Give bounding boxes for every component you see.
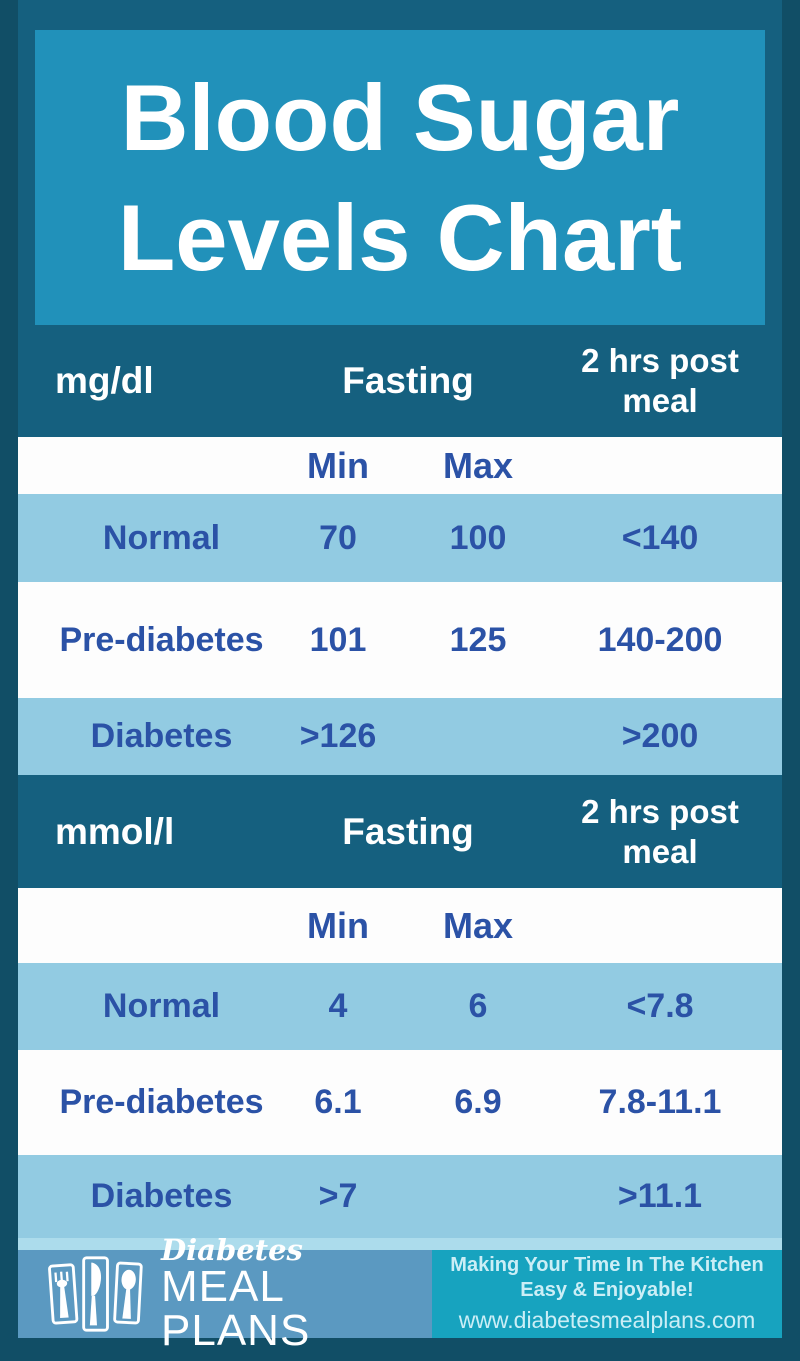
post-meal-header-line1: 2 hrs post <box>581 342 739 379</box>
post-meal-value: <140 <box>621 518 699 557</box>
min-value: >7 <box>318 1177 358 1215</box>
unit-label: mg/dl <box>55 360 154 401</box>
min-column-header: Min <box>307 444 369 486</box>
max-value: 6.9 <box>454 1083 502 1121</box>
min-value: >126 <box>299 717 377 755</box>
post-meal-value: 7.8-11.1 <box>598 1083 722 1121</box>
brand-name: Diabetes MEAL PLANS <box>161 1235 432 1353</box>
table-row-normal: Normal 70 100 <140 <box>18 494 782 582</box>
mgdl-table-header: mg/dl Fasting 2 hrs post meal <box>18 325 782 437</box>
min-max-header-row: Min Max <box>18 437 782 494</box>
row-label: Diabetes <box>90 717 233 755</box>
page-title-line1: Blood Sugar <box>120 64 680 170</box>
table-row-normal: Normal 4 6 <7.8 <box>18 963 782 1050</box>
min-value: 4 <box>328 987 348 1025</box>
row-label: Pre-diabetes <box>59 1083 264 1121</box>
brand-name-script: Diabetes <box>161 1233 303 1267</box>
post-meal-column-header: 2 hrs post meal <box>548 341 782 421</box>
row-label: Normal <box>102 987 221 1025</box>
post-meal-header-line1: 2 hrs post <box>581 792 739 830</box>
mmol-table: mmol/l Fasting 2 hrs post meal Min Max N… <box>18 775 782 1238</box>
footer-tagline-panel: Making Your Time In The Kitchen Easy & E… <box>432 1250 782 1338</box>
fasting-column-header: Fasting <box>342 810 474 852</box>
tagline-line1: Making Your Time In The Kitchen <box>450 1254 764 1276</box>
min-value: 6.1 <box>314 1083 362 1121</box>
post-meal-header-line2: meal <box>622 382 698 419</box>
table-row-diabetes: Diabetes >7 >11.1 <box>18 1155 782 1238</box>
row-label: Diabetes <box>90 1177 233 1215</box>
max-value: 125 <box>449 620 507 659</box>
min-value: 101 <box>309 620 367 659</box>
page-title-line2: Levels Chart <box>117 184 683 290</box>
max-value: 100 <box>449 518 507 557</box>
fasting-column-header: Fasting <box>342 360 474 401</box>
website-url: www.diabetesmealplans.com <box>458 1307 756 1333</box>
table-row-prediabetes: Pre-diabetes 6.1 6.9 7.8-11.1 <box>18 1050 782 1155</box>
post-meal-column-header: 2 hrs post meal <box>548 792 782 872</box>
table-row-diabetes: Diabetes >126 >200 <box>18 698 782 775</box>
divider-strip <box>18 1238 782 1250</box>
mmol-table-header: mmol/l Fasting 2 hrs post meal <box>18 775 782 888</box>
content-panel: Blood Sugar Levels Chart mg/dl Fasting 2… <box>18 0 782 1353</box>
min-max-header-row: Min Max <box>18 888 782 963</box>
post-meal-value: >11.1 <box>617 1177 703 1215</box>
tagline-line2: Easy & Enjoyable! <box>520 1279 694 1301</box>
fork-knife-spoon-icon <box>48 1256 143 1332</box>
max-column-header: Max <box>442 904 514 946</box>
post-meal-value: <7.8 <box>626 987 694 1025</box>
min-value: 70 <box>319 518 357 557</box>
post-meal-header-line2: meal <box>622 832 698 870</box>
brand-name-caps: MEAL PLANS <box>161 1262 311 1355</box>
mgdl-table: mg/dl Fasting 2 hrs post meal Min Max No… <box>18 325 782 775</box>
post-meal-value: 140-200 <box>597 620 723 659</box>
row-label: Normal <box>102 518 221 557</box>
min-column-header: Min <box>307 904 369 946</box>
max-value: 6 <box>468 987 488 1025</box>
row-label: Pre-diabetes <box>59 620 264 659</box>
unit-label: mmol/l <box>55 810 175 852</box>
footer: Diabetes MEAL PLANS Making Your Time In … <box>18 1235 782 1353</box>
table-row-prediabetes: Pre-diabetes 101 125 140-200 <box>18 582 782 698</box>
post-meal-value: >200 <box>621 717 699 755</box>
brand-logo: Diabetes MEAL PLANS <box>18 1235 432 1353</box>
max-column-header: Max <box>442 444 514 486</box>
title-panel: Blood Sugar Levels Chart <box>35 30 765 325</box>
